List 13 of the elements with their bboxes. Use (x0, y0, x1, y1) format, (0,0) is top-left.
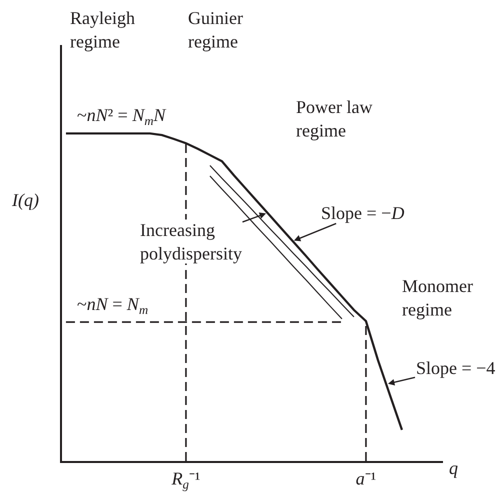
text: ~nN² = N$_{m}$N (77, 105, 166, 128)
x-tick-label: a⁻¹ (356, 468, 376, 489)
x-tick-label: R$_{g}$⁻¹ (170, 468, 200, 492)
text: Slope = −4 (416, 358, 496, 378)
annotation: ~nN = N$_{m}$ (77, 294, 148, 317)
annotation: Slope = −D (321, 203, 404, 223)
annotation: Monomer regime (402, 276, 473, 320)
x-axis-title: q (449, 458, 458, 478)
annotation: Increasing polydispersity (140, 220, 242, 264)
text: Guinier regime (188, 8, 243, 52)
annotation: Power law regime (296, 97, 372, 140)
text: Rayleigh regime (70, 8, 135, 52)
y-axis-title: I(q) (11, 190, 39, 210)
